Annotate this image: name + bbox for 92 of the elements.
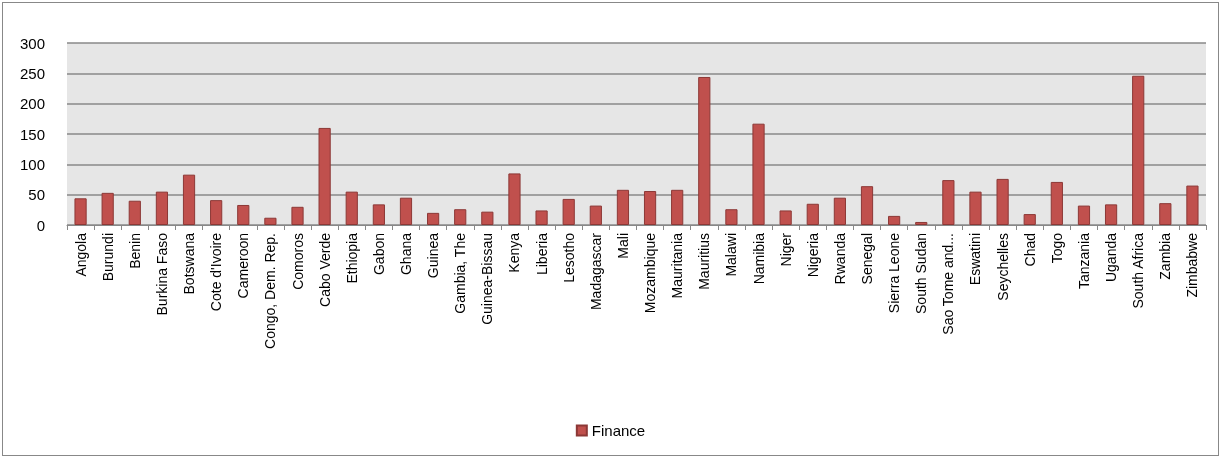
bar: [182, 174, 196, 225]
bar: [535, 210, 548, 225]
bar: [1186, 185, 1199, 225]
bar: [860, 186, 874, 225]
legend-label: Finance: [591, 422, 646, 439]
x-tick-label: South Sudan: [913, 233, 930, 314]
x-tick-label: Angola: [72, 232, 89, 277]
x-tick-label: Gambia, The: [452, 232, 469, 314]
x-tick-label: Ghana: [397, 232, 414, 276]
x-tick-label: Cote d'Ivoire: [208, 232, 225, 312]
bar: [210, 200, 223, 225]
bar: [454, 209, 467, 225]
x-tick-label: Guinea: [425, 232, 442, 279]
bar: [1132, 75, 1145, 225]
bar: [291, 206, 304, 225]
x-tick-label: Malawi: [723, 233, 740, 277]
x-tick-label: Cabo Verde: [316, 232, 333, 307]
bar: [1050, 181, 1063, 225]
bar: [806, 203, 819, 225]
x-tick-label: Ethiopia: [343, 232, 360, 284]
bar: [996, 178, 1009, 225]
bar: [1077, 205, 1091, 225]
x-tick-label: Eswatini: [967, 233, 984, 286]
x-tick-label: Madagascar: [587, 232, 604, 311]
x-tick-label: Rwanda: [831, 232, 848, 285]
bar: [562, 198, 575, 225]
x-tick-label: Cameroon: [235, 233, 252, 299]
bar: [725, 209, 738, 225]
bar: [372, 204, 385, 225]
x-tick-label: Uganda: [1103, 232, 1120, 283]
x-tick-label: Guinea-Bissau: [479, 233, 496, 325]
y-tick-label: 300: [19, 34, 45, 52]
x-tick-label: Namibia: [750, 232, 767, 285]
y-tick-label: 150: [19, 125, 45, 143]
bar: [671, 189, 684, 225]
x-tick-label: Comoros: [289, 233, 306, 290]
x-tick-label: South Africa: [1130, 232, 1147, 309]
bar: [74, 198, 87, 225]
x-tick-label: Chad: [1021, 233, 1038, 267]
bar: [264, 217, 277, 225]
bar: [155, 191, 169, 225]
x-tick-label: Burundi: [99, 233, 116, 282]
y-tick-label: 50: [28, 186, 45, 204]
x-tick-label: Sao Tome and...: [940, 233, 957, 335]
x-tick-label: Burkina Faso: [153, 232, 170, 316]
bar: [481, 211, 494, 225]
x-tick-label: Kenya: [506, 232, 523, 273]
x-tick-label: Seychelles: [994, 233, 1011, 301]
bar: [1159, 203, 1172, 225]
y-tick-label: 200: [19, 95, 45, 113]
x-tick-label: Botswana: [181, 232, 198, 295]
bar: [915, 221, 928, 225]
x-tick-label: Sierra Leone: [886, 232, 903, 314]
y-tick-label: 100: [19, 155, 45, 173]
bar: [969, 191, 982, 225]
x-tick-label: Benin: [126, 233, 143, 269]
bar: [1023, 214, 1036, 225]
x-tick-label: Nigeria: [804, 232, 821, 278]
y-tick-label: 250: [19, 64, 45, 82]
bar: [345, 191, 358, 225]
x-tick-label: Mauritania: [669, 232, 686, 299]
x-tick-label: Liberia: [533, 232, 550, 276]
bar: [643, 191, 657, 225]
bar: [427, 212, 440, 225]
x-tick-label: Senegal: [859, 233, 876, 285]
bar: [616, 189, 630, 225]
x-tick-label: Mauritius: [696, 233, 713, 290]
x-tick-label: Togo: [1048, 232, 1065, 264]
y-tick-label: 0: [36, 216, 45, 234]
bar: [888, 215, 901, 225]
x-tick-label: Lesotho: [560, 232, 577, 283]
bar: [508, 173, 521, 225]
x-tick-label: Gabon: [370, 233, 387, 276]
x-tick-label: Zambia: [1157, 232, 1174, 280]
bar: [101, 192, 114, 225]
x-tick-label: Niger: [777, 232, 794, 267]
bar: [833, 197, 846, 225]
bar: [752, 123, 765, 225]
bar: [1104, 204, 1118, 225]
bar: [942, 180, 955, 225]
bar: [698, 76, 711, 225]
bar: [399, 197, 413, 225]
bar: [318, 127, 331, 225]
x-tick-label: Zimbabwe: [1184, 232, 1201, 298]
bar: [237, 204, 250, 225]
x-tick-label: Tanzania: [1075, 232, 1092, 290]
x-tick-label: Mali: [614, 233, 631, 259]
bar: [128, 200, 141, 225]
x-tick-label: Mozambique: [642, 232, 659, 314]
bar: [779, 210, 792, 225]
bar: [589, 205, 602, 225]
x-tick-label: Congo, Dem. Rep.: [262, 233, 279, 349]
